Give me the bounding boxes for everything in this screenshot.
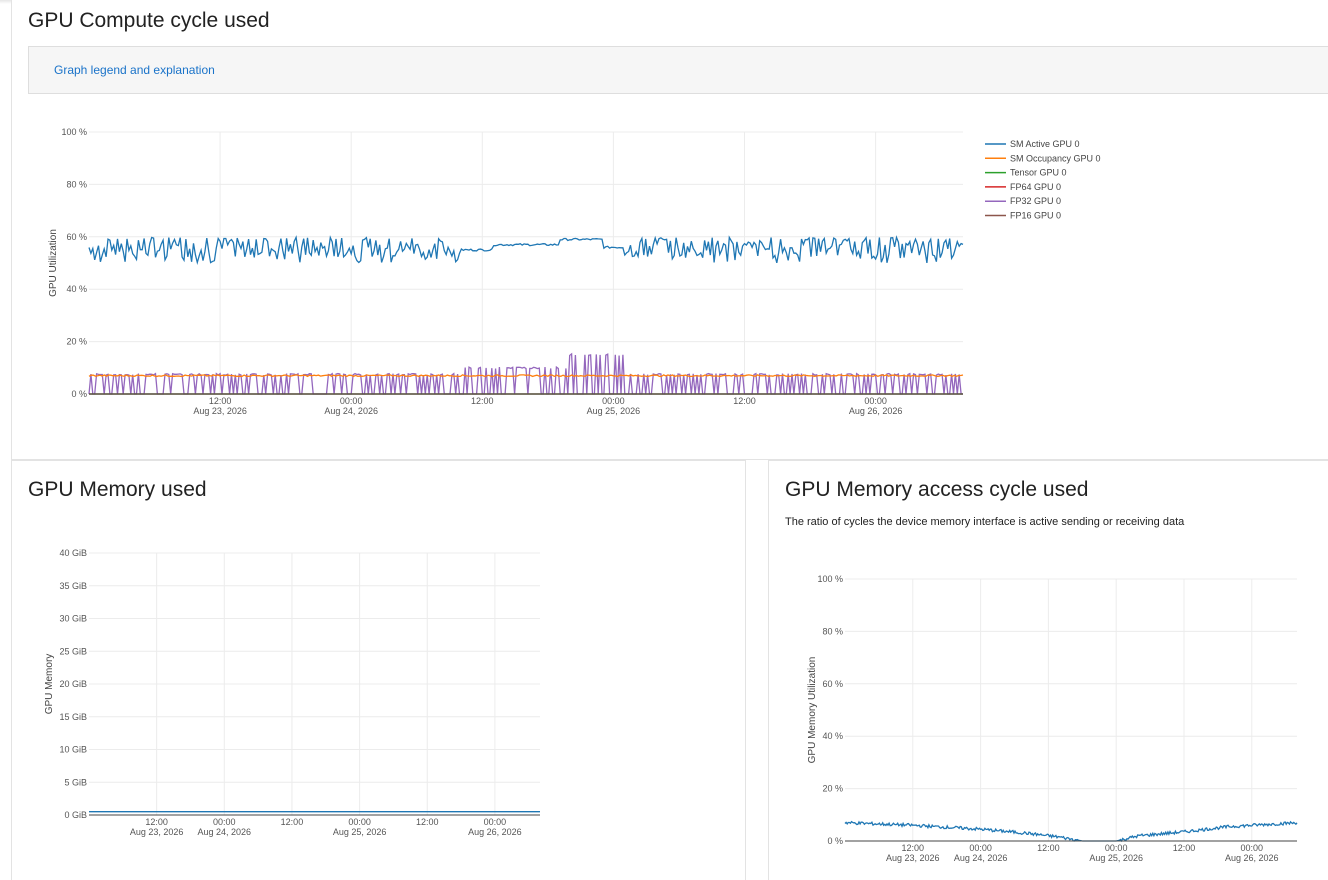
y-tick-label: 80 % <box>822 626 843 636</box>
series-line-1 <box>88 374 964 378</box>
x-tick-label: 12:00 <box>902 843 925 853</box>
x-tick-label: 12:00 <box>1037 843 1060 853</box>
y-tick-label: 20 GiB <box>59 679 87 689</box>
y-axis-label: GPU Memory <box>44 654 55 715</box>
y-tick-label: 60 % <box>822 679 843 689</box>
x-tick-date-label: Aug 23, 2026 <box>886 853 940 863</box>
memory-title: GPU Memory used <box>28 478 207 501</box>
legend-label-4: FP32 GPU 0 <box>1010 196 1061 206</box>
series-line-0 <box>88 235 964 266</box>
x-tick-label: 12:00 <box>1173 843 1196 853</box>
memory-access-title: GPU Memory access cycle used <box>785 478 1089 501</box>
x-tick-label: 12:00 <box>471 396 494 406</box>
y-tick-label: 15 GiB <box>59 712 87 722</box>
y-tick-label: 0 % <box>71 389 87 399</box>
x-tick-label: 00:00 <box>864 396 887 406</box>
y-tick-label: 35 GiB <box>59 581 87 591</box>
x-tick-label: 00:00 <box>602 396 625 406</box>
x-tick-label: 12:00 <box>733 396 756 406</box>
x-tick-label: 00:00 <box>969 843 992 853</box>
y-tick-label: 20 % <box>822 784 843 794</box>
x-tick-label: 00:00 <box>348 817 371 827</box>
x-tick-date-label: Aug 25, 2026 <box>587 406 641 416</box>
y-tick-label: 40 GiB <box>59 548 87 558</box>
legend-label-2: Tensor GPU 0 <box>1010 168 1067 178</box>
series-line-0 <box>844 820 1298 843</box>
y-axis-label: GPU Utilization <box>48 229 59 297</box>
y-tick-label: 100 % <box>61 127 87 137</box>
x-tick-date-label: Aug 26, 2026 <box>468 827 522 837</box>
x-tick-date-label: Aug 23, 2026 <box>130 827 184 837</box>
memory-access-subtitle: The ratio of cycles the device memory in… <box>785 516 1185 528</box>
x-tick-label: 00:00 <box>213 817 236 827</box>
x-tick-label: 12:00 <box>281 817 304 827</box>
x-tick-label: 00:00 <box>1241 843 1264 853</box>
y-tick-label: 30 GiB <box>59 614 87 624</box>
legend-label-0: SM Active GPU 0 <box>1010 139 1080 149</box>
series-line-4 <box>88 352 963 395</box>
compute-title: GPU Compute cycle used <box>28 9 270 32</box>
x-tick-date-label: Aug 24, 2026 <box>324 406 378 416</box>
y-tick-label: 0 % <box>827 836 843 846</box>
y-tick-label: 0 GiB <box>64 810 87 820</box>
legend-label-1: SM Occupancy GPU 0 <box>1010 153 1101 163</box>
y-tick-label: 5 GiB <box>64 777 87 787</box>
legend-label-3: FP64 GPU 0 <box>1010 182 1061 192</box>
x-tick-label: 12:00 <box>209 396 232 406</box>
y-tick-label: 60 % <box>66 232 87 242</box>
compute-panel: GPU Compute cycle used Graph legend and … <box>11 0 1328 460</box>
x-tick-label: 12:00 <box>416 817 439 827</box>
y-tick-label: 40 % <box>822 731 843 741</box>
legend-explanation-box: Graph legend and explanation <box>28 46 1328 94</box>
y-tick-label: 40 % <box>66 284 87 294</box>
memory-access-panel: GPU Memory access cycle used The ratio o… <box>768 460 1328 880</box>
y-tick-label: 10 GiB <box>59 745 87 755</box>
x-tick-label: 00:00 <box>1105 843 1128 853</box>
x-tick-date-label: Aug 26, 2026 <box>849 406 903 416</box>
y-axis-label: GPU Memory Utilization <box>807 657 818 764</box>
x-tick-label: 12:00 <box>145 817 168 827</box>
x-tick-date-label: Aug 24, 2026 <box>954 853 1008 863</box>
x-tick-label: 00:00 <box>484 817 507 827</box>
legend-label-5: FP16 GPU 0 <box>1010 211 1061 221</box>
y-tick-label: 25 GiB <box>59 646 87 656</box>
x-tick-date-label: Aug 25, 2026 <box>1089 853 1143 863</box>
y-tick-label: 80 % <box>66 179 87 189</box>
x-tick-date-label: Aug 23, 2026 <box>193 406 247 416</box>
x-tick-date-label: Aug 26, 2026 <box>1225 853 1279 863</box>
y-tick-label: 100 % <box>817 574 843 584</box>
x-tick-label: 00:00 <box>340 396 363 406</box>
memory-chart: 0 GiB 5 GiB 10 GiB 15 GiB 20 GiB 25 GiB 30 GiB… <box>44 548 540 837</box>
x-tick-date-label: Aug 25, 2026 <box>333 827 387 837</box>
memory-panel: GPU Memory used 0 GiB 5 GiB 10 GiB 15 GiB 20… <box>11 460 746 880</box>
x-tick-date-label: Aug 24, 2026 <box>198 827 252 837</box>
legend-explanation-link[interactable]: Graph legend and explanation <box>54 63 215 77</box>
y-tick-label: 20 % <box>66 337 87 347</box>
